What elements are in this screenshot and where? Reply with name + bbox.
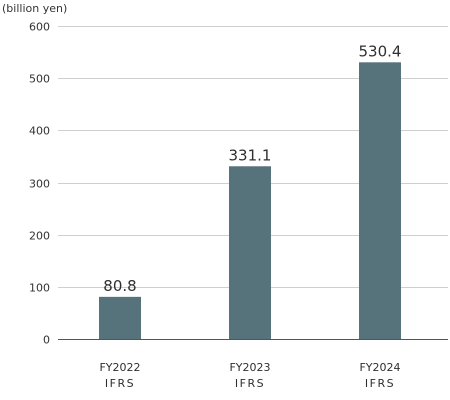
data-labels: 80.8 331.1 530.4 — [103, 42, 401, 295]
bar-fy2023 — [229, 166, 271, 339]
y-tick-label: 600 — [29, 21, 50, 34]
bars — [99, 62, 401, 340]
bar-fy2024 — [359, 62, 401, 340]
x-category-label: FY2022 — [99, 361, 140, 374]
y-tick-label: 0 — [43, 334, 50, 347]
x-axis-categories: FY2022 IFRS FY2023 IFRS FY2024 IFRS — [99, 361, 400, 390]
y-axis-ticks: 0 100 200 300 400 500 600 — [29, 21, 50, 347]
y-tick-label: 500 — [29, 73, 50, 86]
x-category-sublabel: IFRS — [105, 377, 135, 390]
data-label: 80.8 — [103, 277, 136, 295]
y-tick-label: 200 — [29, 230, 50, 243]
y-axis-unit-label: (billion yen) — [2, 2, 67, 15]
data-label: 530.4 — [359, 42, 402, 60]
bar-fy2022 — [99, 296, 141, 339]
x-category-sublabel: IFRS — [235, 377, 265, 390]
y-tick-label: 400 — [29, 125, 50, 138]
x-category-label: FY2023 — [229, 361, 270, 374]
x-category-sublabel: IFRS — [365, 377, 395, 390]
y-tick-label: 100 — [29, 282, 50, 295]
y-tick-label: 300 — [29, 178, 50, 191]
x-category-label: FY2024 — [359, 361, 400, 374]
data-label: 331.1 — [229, 146, 272, 164]
